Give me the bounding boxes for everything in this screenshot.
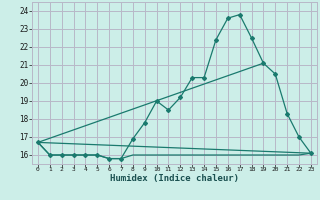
- X-axis label: Humidex (Indice chaleur): Humidex (Indice chaleur): [110, 174, 239, 183]
